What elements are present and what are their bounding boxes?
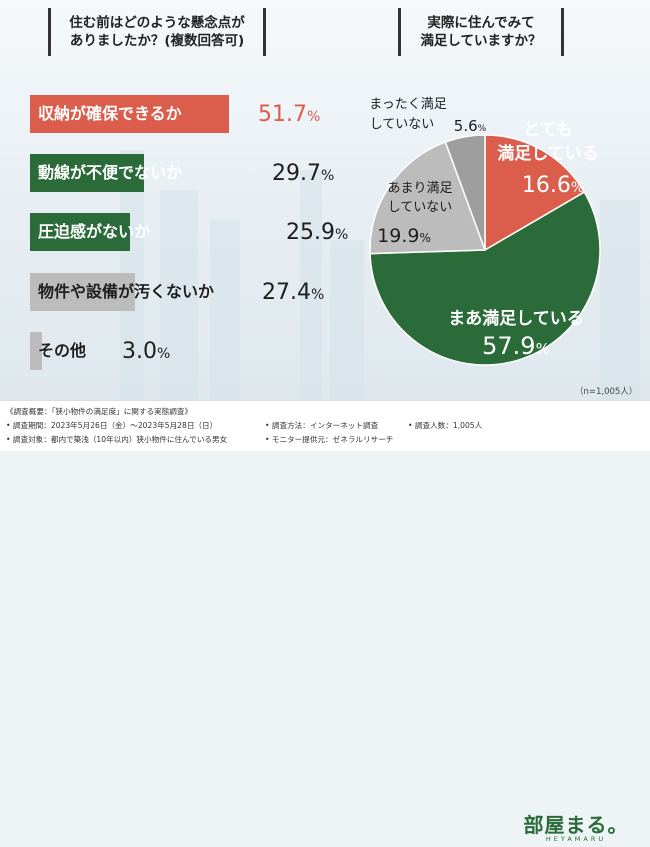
survey-method: • 調査方法：インターネット調査 <box>265 421 379 430</box>
survey-summary: 《調査概要：「狭小物件の満足度」に関する実態調査》 <box>6 407 193 416</box>
pie-slice-label: していない <box>370 117 435 132</box>
bar <box>30 213 130 251</box>
pie-chart: とても満足している16.6%まあ満足している57.9%あまり満足していない19.… <box>369 97 601 366</box>
bar-value-label: 3.0% <box>122 339 171 364</box>
bar-value-label: 27.4% <box>262 280 325 305</box>
percent-sign: % <box>306 109 321 125</box>
bar-row: 圧迫感がないか 25.9% <box>30 213 348 251</box>
pie-value-label: 16.6% <box>522 173 584 198</box>
left-question: 住む前はどのような懸念点が ありましたか？(複数回答可) <box>48 8 266 56</box>
left-question-line1: 住む前はどのような懸念点が <box>69 15 245 31</box>
bar <box>30 154 145 192</box>
survey-count: • 調査人数：1,005人 <box>408 421 483 430</box>
survey-target: • 調査対象：都内で築浅（10年以内）狭小物件に住んでいる男女 <box>6 435 228 444</box>
bar-category-label: 動線が不便でないか <box>38 163 183 182</box>
pie-slice-label: あまり満足 <box>387 181 452 196</box>
logo-text: 部屋まる。 <box>523 813 629 837</box>
right-question: 実際に住んでみて 満足していますか？ <box>398 8 564 56</box>
bar-value-label: 25.9% <box>286 220 349 245</box>
monitor-provider: • モニター提供元：ゼネラルリサーチ <box>265 435 394 444</box>
bar <box>30 332 42 370</box>
pie-slice-label: まあ満足している <box>448 308 584 329</box>
logo-subtext: HEYAMARU <box>545 835 607 843</box>
sample-size-note: （n=1,005人） <box>575 387 638 397</box>
footer: 《調査概要：「狭小物件の満足度」に関する実態調査》 • 調査期間：2023年5月… <box>0 400 650 843</box>
bar-row: 動線が不便でないか 29.7% <box>30 154 334 192</box>
bar-category-label: 物件や設備が汚くないか <box>38 282 215 301</box>
pie-slice-label: 満足している <box>497 143 599 164</box>
pie-value-label: 19.9% <box>377 225 431 247</box>
bar-category-label: 圧迫感がないか <box>38 222 151 241</box>
bar-category-label: 収納が確保できるか <box>38 104 182 123</box>
right-question-line1: 実際に住んでみて <box>427 15 535 31</box>
skyline-silhouette <box>210 220 240 400</box>
bar-row: その他 3.0% <box>30 332 330 370</box>
percent-sign: % <box>478 124 487 134</box>
pie-slice-label: まったく満足 <box>369 97 446 112</box>
bar-category-label: その他 <box>38 341 87 360</box>
percent-sign: % <box>334 227 349 243</box>
survey-period: • 調査期間：2023年5月26日（金）～2023年5月28日（日） <box>6 421 218 430</box>
percent-sign: % <box>536 340 550 358</box>
percent-sign: % <box>320 168 335 184</box>
pie-value-label: 5.6% <box>454 117 487 135</box>
skyline-silhouette <box>330 240 364 400</box>
right-question-line2: 満足していますか？ <box>420 33 542 49</box>
bar-row: 収納が確保できるか 51.7% <box>30 95 330 133</box>
pie-slice-label: とても <box>523 120 573 140</box>
bar <box>30 273 136 311</box>
bar-value-label: 29.7% <box>272 161 335 186</box>
heyamaru-logo: 部屋まる。 HEYAMARU <box>520 807 640 847</box>
percent-sign: % <box>157 346 171 362</box>
pie-slice <box>369 141 487 255</box>
pie-slice-label: していない <box>388 200 453 215</box>
skyline-silhouette <box>600 200 640 400</box>
skyline-silhouette <box>160 190 198 400</box>
left-question-line2: ありましたか？(複数回答可) <box>69 33 245 49</box>
bar-value-label: 51.7% <box>258 102 321 127</box>
pie-slice <box>444 134 486 251</box>
percent-sign: % <box>571 180 584 196</box>
percent-sign: % <box>310 287 325 303</box>
skyline-silhouette <box>300 170 322 400</box>
bar-row: 物件や設備が汚くないか 27.4% <box>30 273 330 311</box>
bar <box>30 95 230 133</box>
pie-slice <box>369 191 601 366</box>
pie-slice <box>484 134 586 252</box>
percent-sign: % <box>419 231 430 245</box>
